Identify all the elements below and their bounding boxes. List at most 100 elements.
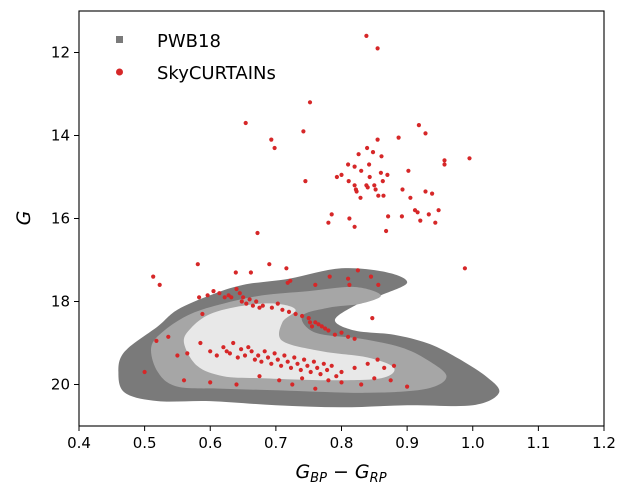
skycurtains-point [217,291,222,296]
skycurtains-point [339,330,344,335]
skycurtains-point [197,295,202,300]
skycurtains-point [332,332,337,337]
skycurtains-point [467,156,472,161]
skycurtains-point [272,351,277,356]
legend-label-pwb18: PWB18 [157,31,221,52]
skycurtains-point [249,349,254,354]
skycurtains-point [307,320,313,325]
skycurtains-point [346,162,351,167]
skycurtains-point [321,361,326,366]
skycurtains-point [231,340,236,346]
skycurtains-point [234,382,239,387]
y-tick-label: 14 [51,127,70,145]
skycurtains-point [372,183,377,188]
x-tick-label: 0.7 [264,434,288,452]
skycurtains-point [302,357,307,362]
skycurtains-point [308,369,313,375]
skycurtains-point [248,270,253,275]
skycurtains-point [376,193,381,198]
skycurtains-point [309,324,315,329]
skycurtains-point [257,305,262,310]
skycurtains-point [367,174,372,180]
skycurtains-point [205,293,210,298]
skycurtains-point [269,305,274,310]
skycurtains-point [267,262,272,267]
skycurtains-point [376,282,381,287]
skycurtains-point [259,359,264,364]
skycurtains-point [406,168,411,173]
skycurtains-point [247,297,252,302]
skycurtains-point [359,382,364,387]
skycurtains-point [246,345,251,350]
skycurtains-point [154,338,159,343]
skycurtains-point [233,270,238,275]
skycurtains-point [368,274,374,279]
skycurtains-point [316,322,321,327]
skycurtains-point [224,349,229,354]
skycurtains-point [285,280,290,285]
skycurtains-point [358,195,363,200]
legend: PWB18 SkyCURTAINs [116,31,276,84]
skycurtains-point [385,172,390,177]
skycurtains-point [430,191,435,196]
skycurtains-point [256,353,261,358]
skycurtains-point [329,363,334,368]
skycurtains-point [327,274,332,279]
skycurtains-point [339,369,344,375]
skycurtains-point [242,353,248,358]
skycurtains-point [313,386,318,391]
y-tick-label: 20 [51,376,70,394]
skycurtains-point [462,266,467,271]
skycurtains-point [382,365,387,370]
skycurtains-point [282,353,287,358]
skycurtains-point [157,282,162,287]
skycurtains-point [367,162,372,167]
skycurtains-point [380,179,385,184]
skycurtains-point [365,145,370,151]
x-tick-label: 1.2 [592,434,616,452]
skycurtains-point [326,328,331,333]
skycurtains-point [319,324,324,329]
x-tick-label: 0.8 [330,434,354,452]
skycurtains-point [352,164,357,169]
skycurtains-point [250,303,255,308]
skycurtains-point [334,174,339,180]
skycurtains-point [356,152,361,157]
skycurtains-point [275,301,280,306]
skycurtains-point [229,295,234,300]
skycurtains-point [227,351,232,356]
skycurtains-point [381,193,386,198]
skycurtains-point [208,349,213,354]
skycurtains-point [365,185,370,190]
skycurtains-point [211,289,216,294]
skycurtains-points [142,33,472,391]
skycurtains-point [260,303,265,308]
skycurtains-point [326,220,331,225]
skycurtains-point [254,299,259,304]
skycurtains-point [433,220,438,225]
skycurtains-point [244,301,249,306]
skycurtains-point [292,355,297,360]
skycurtains-point [347,282,352,287]
skycurtains-point [313,320,318,325]
skycurtains-point [280,307,285,312]
skycurtains-point [391,363,397,368]
skycurtains-point [275,357,280,362]
skycurtains-point [408,195,413,200]
skycurtains-point [284,266,289,271]
skycurtains-point [298,367,303,373]
skycurtains-point [285,359,290,364]
skycurtains-point [423,131,428,136]
skycurtains-point [300,376,305,381]
skycurtains-point [364,33,369,39]
skycurtains-point [239,299,244,304]
skycurtains-point [416,123,421,128]
x-tick-label: 0.5 [133,434,157,452]
skycurtains-point [214,353,219,358]
skycurtains-point [243,120,248,126]
skycurtains-point [142,369,147,375]
skycurtains-point [151,274,156,279]
x-tick-label: 0.4 [67,434,91,452]
skycurtains-point [295,361,300,366]
